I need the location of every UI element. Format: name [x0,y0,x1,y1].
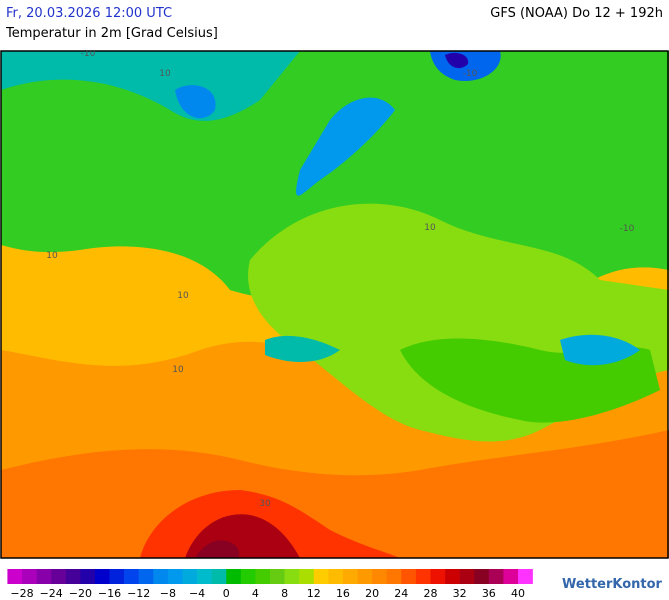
temp-field [265,335,340,362]
color-swatch [270,569,285,584]
color-swatch [401,569,417,584]
temp-field [445,52,469,69]
legend-tick-label: −28 [10,587,33,600]
color-swatch [182,569,198,584]
color-swatch [342,569,358,584]
color-swatch [7,569,23,584]
color-swatch [299,569,315,584]
contour-label: 10 [159,69,171,79]
parameter: Temperatur in 2m [Grad Celsius] [6,26,218,41]
legend-tick-label: 4 [252,587,259,600]
color-swatch [430,569,446,584]
color-swatch [415,569,431,584]
legend-tick-label: −8 [160,587,176,600]
color-swatch [386,569,402,584]
color-swatch [503,569,519,584]
color-swatch [138,569,154,584]
legend-tick-label: 20 [365,587,379,600]
color-swatch [488,569,504,584]
legend-tick-label: −12 [127,587,150,600]
color-swatch [255,569,271,584]
contour-label: 10 [172,365,184,375]
color-swatch [153,569,169,584]
color-swatch [357,569,373,584]
color-swatch [226,569,242,584]
color-swatch [22,569,37,584]
logo: WetterKontor [562,577,663,592]
temp-field [175,85,216,119]
color-swatch [94,569,110,584]
legend-tick-label: 24 [394,587,408,600]
temp-field [560,334,640,366]
temp-field [1,51,300,121]
color-swatch [284,569,300,584]
contour-label: 30 [259,499,271,509]
legend-tick-label: 32 [453,587,467,600]
color-swatch [167,569,183,584]
legend-tick-label: 0 [223,587,230,600]
legend-tick-label: 8 [281,587,288,600]
color-swatch [240,569,256,584]
legend-tick-label: 40 [511,587,525,600]
legend-tick-label: 28 [423,587,437,600]
color-swatch [51,569,67,584]
legend-tick-label: 36 [482,587,496,600]
temp-field [195,540,240,558]
color-swatch [36,569,52,584]
contour-label: -10 [81,50,96,59]
color-swatch [328,569,344,584]
temp-field [296,97,395,196]
legend-tick-label: −4 [189,587,205,600]
legend-tick-label: 12 [307,587,321,600]
legend: WetterKontor −28 −24 −20 −16 −12 −8 −4 0 4 8 12 16 2… [7,569,663,600]
map: -10 -10 -10 10 10 10 10 10 30 [0,50,669,559]
contour-label: 10 [424,223,436,233]
color-swatch [372,569,388,584]
contour-label: -10 [620,224,635,234]
legend-tick-label: −24 [40,587,63,600]
contour-label: 10 [177,291,189,301]
legend-tick-label: −20 [69,587,92,600]
color-swatch [459,569,475,584]
color-swatch [80,569,96,584]
color-swatch [124,569,140,584]
color-swatch [474,569,490,584]
contour-label: -10 [463,69,478,79]
legend-tick-label: 16 [336,587,350,600]
color-swatch [109,569,125,584]
color-swatch [197,569,212,584]
color-swatch [445,569,460,584]
map-frame [0,50,669,559]
color-swatch [518,569,533,584]
color-swatch [211,569,227,584]
color-swatch [65,569,81,584]
contour-label: 10 [46,251,58,261]
datetime: Fr, 20.03.2026 12:00 UTC [6,6,173,21]
color-swatch [313,569,329,584]
model: GFS (NOAA) Do 12 + 192h [490,6,663,21]
legend-tick-label: −16 [98,587,121,600]
